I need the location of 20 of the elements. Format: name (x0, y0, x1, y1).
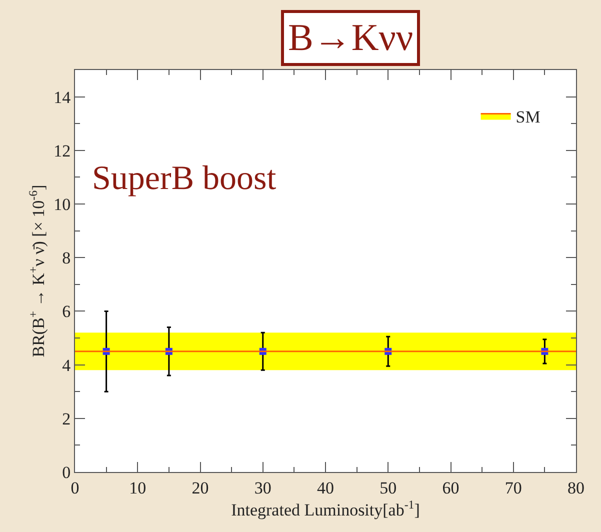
x-tick-label: 80 (568, 478, 584, 498)
chart-title: B→Kνν (288, 17, 414, 59)
y-tick-label: 10 (54, 194, 71, 214)
y-tick-label: 2 (62, 409, 71, 428)
y-tick-label: 12 (54, 141, 71, 160)
y-tick-label: 4 (62, 356, 72, 375)
x-tick-label: 60 (442, 478, 460, 498)
y-tick-label: 6 (62, 302, 71, 322)
x-tick-label: 50 (380, 478, 397, 498)
x-tick-label: 10 (129, 478, 146, 498)
y-tick-label: 8 (62, 248, 71, 268)
y-tick-label: 14 (54, 88, 72, 107)
x-tick-label: 70 (504, 478, 522, 498)
y-tick-label: 0 (62, 462, 71, 482)
x-tick-label: 20 (192, 478, 209, 498)
legend-label: SM (516, 107, 540, 126)
x-tick-label: 40 (317, 478, 334, 498)
annotation: SuperB boost (92, 160, 277, 197)
x-axis-title: Integrated Luminosity[ab$^{-1}$] (231, 497, 420, 520)
x-tick-label: 30 (254, 478, 272, 498)
